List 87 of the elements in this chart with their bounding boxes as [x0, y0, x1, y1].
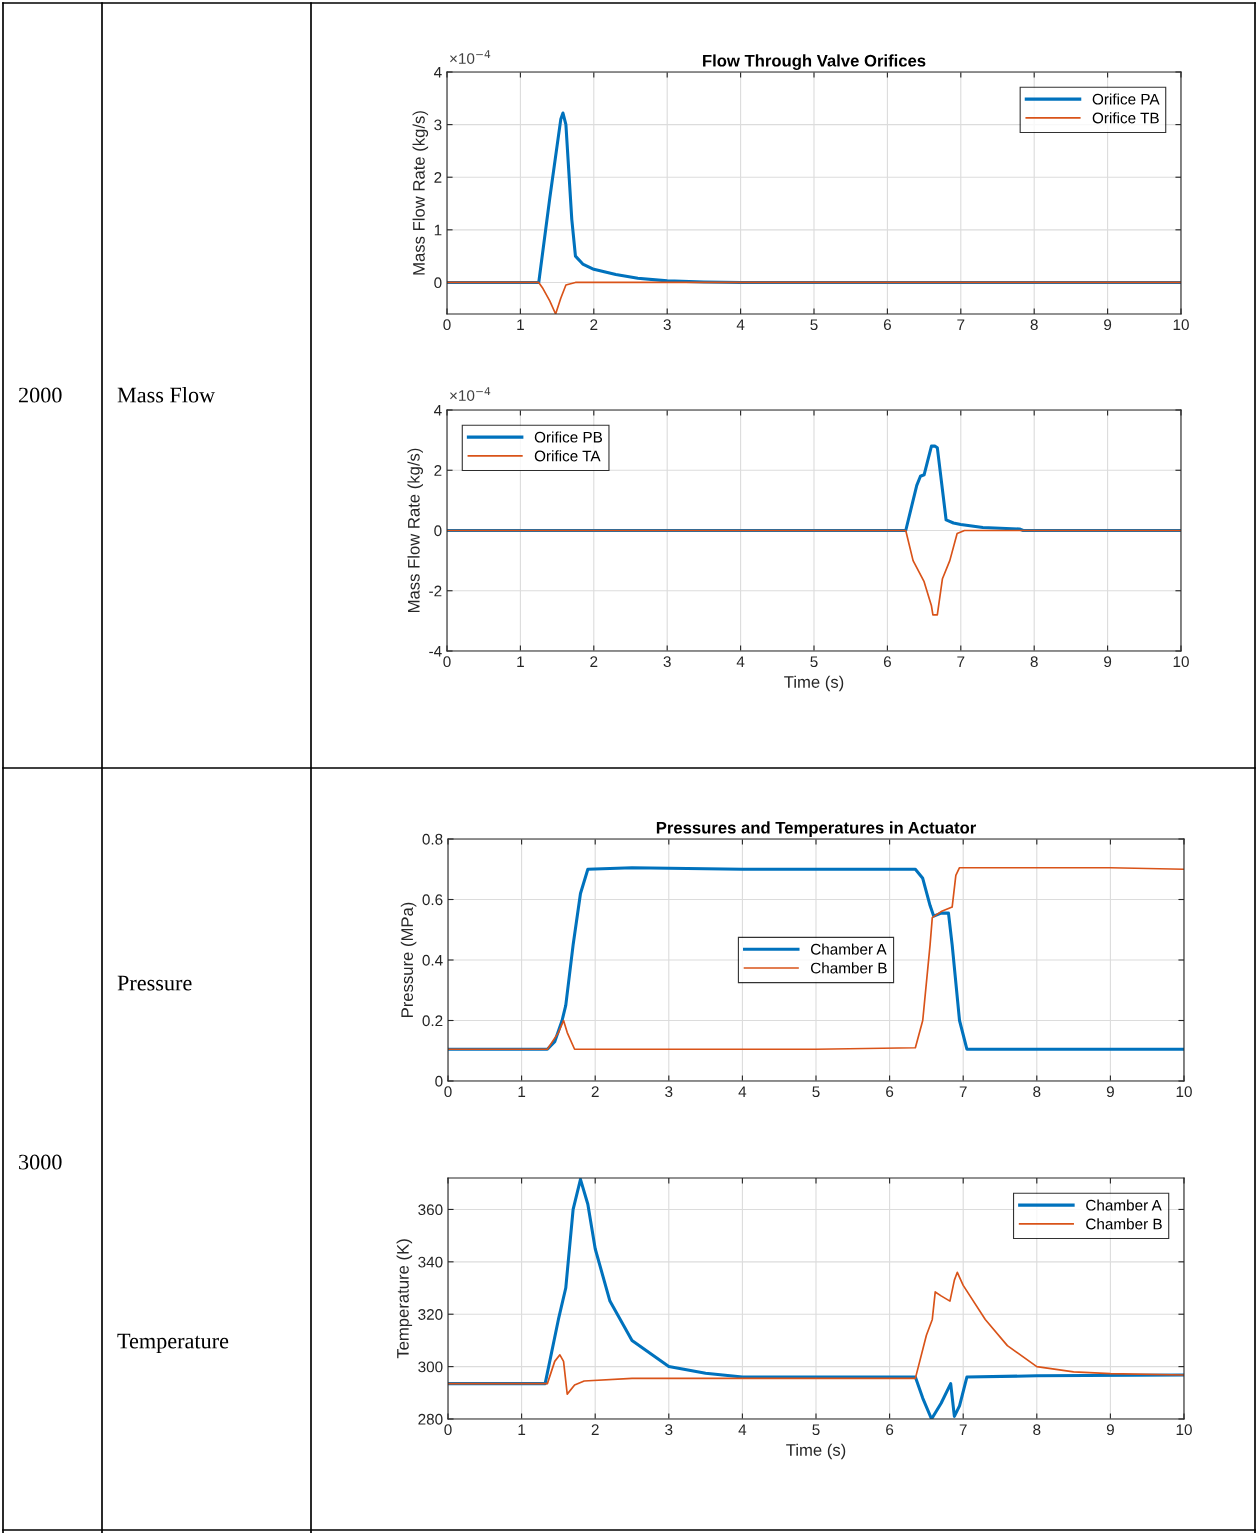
y-tick-label: 0.8: [422, 833, 443, 845]
y-tick-label: -4: [429, 646, 442, 657]
x-tick-label: 4: [738, 1086, 747, 1097]
y-tick-label: 0: [435, 1075, 443, 1087]
x-tick-label: 8: [1030, 319, 1038, 331]
x-tick-label: 0: [443, 319, 451, 331]
x-tick-label: 9: [1106, 1424, 1114, 1436]
legend-label: Orifice TA: [534, 450, 601, 462]
y-axis-title: Mass Flow Rate (kg/s): [407, 448, 423, 613]
x-tick-label: 8: [1033, 1424, 1041, 1436]
x-tick-label: 1: [517, 656, 524, 667]
y-axis-title: Pressure (MPa): [400, 902, 417, 1017]
x-tick-label: 4: [738, 1424, 747, 1435]
y-tick-label: 0.4: [422, 954, 443, 966]
y-tick-label: 2: [434, 172, 442, 183]
legend-label: Orifice PA: [1092, 93, 1160, 105]
y-tick-label: 0.6: [422, 894, 443, 906]
x-tick-label: 0: [443, 656, 451, 668]
x-tick-label: 7: [959, 1086, 967, 1097]
x-tick-label: 1: [517, 319, 524, 330]
x-tick-label: 3: [663, 656, 671, 668]
text: ×10$^{−4}$: [450, 387, 491, 401]
y-tick-label: 280: [418, 1413, 443, 1425]
y-tick-label: 4: [433, 67, 442, 78]
x-tick-label: 3: [665, 1424, 673, 1436]
y-axis-title: Temperature (K): [396, 1239, 413, 1359]
x-tick-label: 2: [591, 1086, 599, 1097]
legend-label: Orifice TB: [1092, 112, 1159, 124]
x-tick-label: 5: [810, 656, 818, 668]
y-axis-title: Mass Flow Rate (kg/s): [412, 111, 429, 275]
legend-label: Chamber B: [1086, 1218, 1162, 1230]
y-tick-label: 340: [418, 1256, 443, 1268]
x-tick-label: 8: [1033, 1086, 1041, 1098]
x-tick-label: 3: [663, 319, 671, 331]
y-tick-label: 1: [434, 224, 442, 236]
y-tick-label: -2: [429, 585, 442, 597]
y-tick-label: 0: [434, 277, 442, 289]
x-tick-label: 0: [444, 1424, 452, 1436]
legend-label: Chamber A: [1086, 1199, 1162, 1211]
y-tick-label: 0.2: [422, 1015, 443, 1027]
text: Temperature: [117, 1333, 229, 1354]
x-tick-label: 1: [518, 1086, 526, 1097]
text: Pressure: [117, 975, 192, 991]
text: 2000: [18, 387, 62, 403]
x-tick-label: 10: [1176, 1086, 1192, 1098]
x-tick-label: 2: [590, 656, 598, 667]
x-tick-label: 7: [957, 319, 965, 330]
x-tick-label: 8: [1030, 656, 1038, 668]
x-axis-title: Time (s): [784, 675, 844, 692]
x-tick-label: 10: [1173, 319, 1189, 331]
y-tick-label: 360: [418, 1204, 443, 1216]
x-tick-label: 10: [1173, 656, 1189, 668]
x-tick-label: 3: [665, 1086, 673, 1098]
legend-label: Chamber A: [810, 943, 887, 955]
x-tick-label: 7: [959, 1424, 967, 1435]
x-tick-label: 6: [883, 656, 891, 668]
chart-title: Flow Through Valve Orifices: [703, 54, 926, 70]
x-tick-label: 7: [957, 656, 965, 667]
x-tick-label: 10: [1176, 1424, 1192, 1436]
y-tick-label: 300: [418, 1361, 443, 1373]
x-tick-label: 2: [591, 1424, 599, 1435]
legend-label: Chamber B: [810, 962, 887, 974]
x-tick-label: 9: [1106, 1086, 1114, 1098]
y-tick-label: 4: [433, 405, 442, 416]
chart-title: Pressures and Temperatures in Actuator: [656, 821, 976, 837]
x-tick-label: 6: [886, 1086, 894, 1098]
text: Mass Flow: [117, 386, 216, 403]
x-tick-label: 9: [1104, 656, 1112, 668]
x-tick-label: 6: [886, 1424, 894, 1436]
x-tick-label: 6: [883, 319, 891, 331]
x-tick-label: 9: [1104, 319, 1112, 331]
legend-label: Orifice PB: [534, 431, 603, 443]
y-tick-label: 3: [434, 119, 442, 131]
y-tick-label: 0: [434, 525, 442, 537]
text: 3000: [19, 1154, 62, 1170]
x-tick-label: 5: [810, 319, 818, 331]
x-tick-label: 2: [590, 319, 598, 330]
x-tick-label: 4: [736, 656, 745, 667]
x-tick-label: 0: [444, 1086, 452, 1098]
text: ×10$^{−4}$: [450, 50, 491, 64]
y-tick-label: 320: [418, 1309, 443, 1320]
x-tick-label: 4: [736, 319, 745, 330]
x-tick-label: 5: [812, 1424, 820, 1436]
x-tick-label: 1: [518, 1424, 526, 1435]
y-tick-label: 2: [434, 465, 442, 476]
x-axis-title: Time (s): [786, 1443, 846, 1460]
x-tick-label: 5: [812, 1086, 820, 1098]
